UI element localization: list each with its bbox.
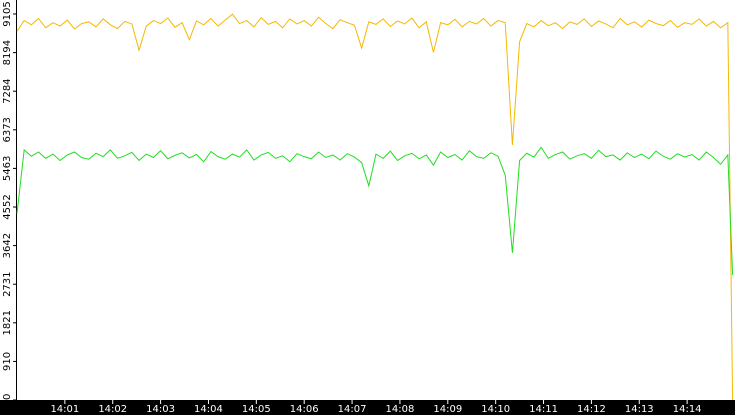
y-tick-label: 5463: [2, 156, 13, 181]
x-axis-band: [0, 400, 735, 415]
y-tick-label: 0: [2, 394, 13, 400]
y-tick-label: 2731: [2, 271, 13, 296]
y-tick-label: 910: [2, 352, 13, 371]
x-tick-label: 14:12: [577, 404, 606, 415]
x-tick-label: 14:01: [50, 404, 79, 415]
y-tick-label: 8194: [2, 40, 13, 65]
x-tick-label: 14:11: [529, 404, 558, 415]
x-tick-label: 14:13: [625, 404, 654, 415]
x-tick-label: 14:09: [433, 404, 462, 415]
x-tick-label: 14:06: [290, 404, 319, 415]
y-tick-label: 9105: [2, 1, 13, 26]
y-tick-label: 4552: [2, 194, 13, 219]
x-tick-label: 14:08: [386, 404, 415, 415]
x-tick-label: 14:02: [98, 404, 127, 415]
y-tick-label: 1821: [2, 310, 13, 335]
x-tick-label: 14:14: [673, 404, 702, 415]
x-tick-label: 14:04: [194, 404, 223, 415]
series-line: [16, 13, 734, 401]
x-tick-label: 14:10: [481, 404, 510, 415]
x-tick-label: 14:03: [146, 404, 175, 415]
x-tick-label: 14:05: [242, 404, 271, 415]
y-tick-label: 3642: [2, 233, 13, 258]
x-tick-label: 14:07: [338, 404, 367, 415]
series-line: [16, 146, 734, 275]
y-tick-label: 6373: [2, 117, 13, 142]
y-tick-label: 7284: [2, 78, 13, 103]
